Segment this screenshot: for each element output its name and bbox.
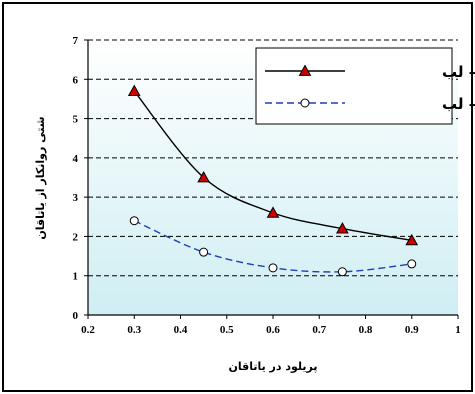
x-tick-label-8: 1 (455, 324, 461, 336)
x-tick-label-2: 0.4 (174, 324, 188, 336)
legend-marker-1 (298, 64, 312, 76)
y-tick-label-2: 2 (73, 231, 79, 243)
x-tick-label-0: 0.2 (81, 324, 95, 336)
series-1 (127, 84, 419, 246)
series-2 (129, 216, 417, 277)
x-tick-label-1: 0.3 (127, 324, 141, 336)
series-2-point-2 (199, 247, 209, 257)
series-2-point-3 (268, 263, 278, 273)
x-axis-title: پریلود در یاتاقان (228, 360, 317, 373)
series-2-point-5 (407, 259, 417, 269)
series-1-point-2 (197, 170, 210, 183)
legend-label-2: سه – لب (442, 95, 475, 113)
x-tick-label-3: 0.5 (220, 324, 234, 336)
y-tick-label-1: 1 (73, 271, 79, 283)
legend: دو – لب سه – لب (255, 47, 475, 125)
y-tick-label-0: 0 (73, 310, 79, 322)
y-tick-label-4: 4 (73, 153, 79, 165)
y-tick-label-6: 6 (73, 74, 79, 86)
tick-labels: 0 1 2 3 4 5 6 7 0.2 0.3 0.4 0.5 0.6 0.7 0.8 0.9 1 (73, 35, 461, 336)
series-2-point-4 (337, 267, 347, 277)
series-1-point-4 (336, 222, 349, 234)
series-1-point-5 (405, 233, 419, 246)
series-1-point-3 (266, 206, 280, 218)
y-tick-label-7: 7 (73, 35, 79, 47)
y-axis-title: شتی روانکار از یاتاقان (34, 116, 47, 239)
y-tick-label-3: 3 (73, 192, 79, 204)
series-layer (127, 84, 419, 277)
legend-box (255, 47, 453, 125)
y-tick-label-5: 5 (73, 114, 79, 126)
legend-marker-2 (300, 98, 310, 108)
x-tick-label-5: 0.7 (312, 324, 326, 336)
x-tick-label-7: 0.9 (405, 324, 419, 336)
axes (84, 39, 459, 319)
series-1-point-1 (127, 84, 141, 96)
x-tick-label-4: 0.6 (266, 324, 280, 336)
series-2-point-1 (129, 216, 139, 226)
x-tick-label-6: 0.8 (359, 324, 373, 336)
legend-label-1: دو – لب (442, 63, 475, 81)
